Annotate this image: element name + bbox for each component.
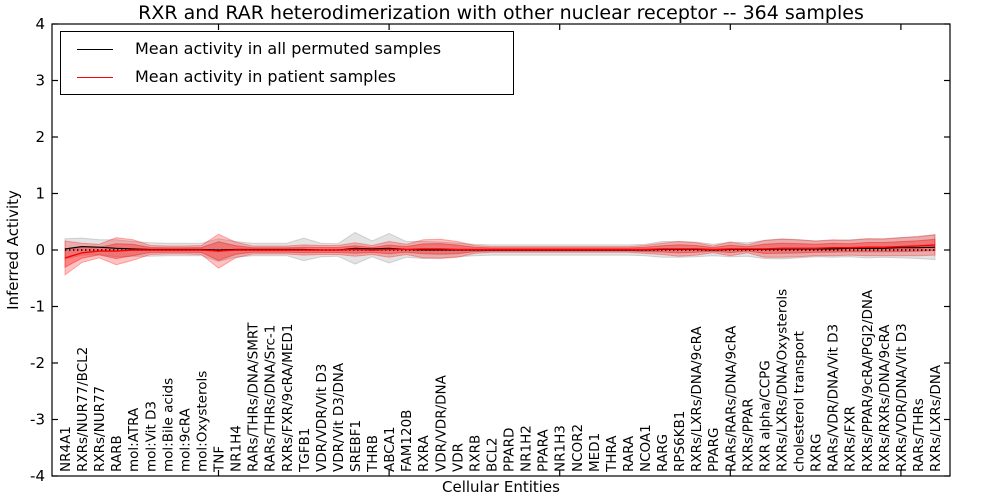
x-category-label: mol:9cRA — [177, 407, 193, 472]
y-tick-label: -4 — [30, 467, 45, 485]
x-category-label: ABCA1 — [382, 426, 398, 472]
patient-band-outer — [64, 233, 936, 276]
x-category-label: THRB — [365, 435, 381, 473]
chart-title: RXR and RAR heterodimerization with othe… — [138, 2, 864, 24]
x-category-label: RARs/THRs/DNA/Src-1 — [263, 325, 279, 472]
x-category-label: RXRs/VDR/DNA/Vit D3 — [894, 323, 910, 472]
x-category-label: RXRs/LXRs/DNA — [928, 364, 944, 472]
y-tick-label: 3 — [35, 72, 45, 90]
y-tick-label: 1 — [35, 185, 45, 203]
x-category-label: VDR/Vit D3/DNA — [331, 362, 347, 472]
x-category-label: SREBF1 — [348, 420, 364, 472]
x-category-label: RXRA — [416, 435, 432, 472]
y-tick-label: -3 — [30, 411, 45, 429]
x-axis-label: Cellular Entities — [442, 478, 560, 496]
x-category-label: RXRG — [809, 434, 825, 472]
x-category-label: RXRs/FXR — [843, 406, 859, 472]
x-category-label: RARs/THRs — [911, 398, 927, 472]
x-category-label: NCOA1 — [638, 424, 654, 472]
x-category-label: PPARG — [706, 428, 722, 473]
y-tick-label: 2 — [35, 128, 45, 146]
x-category-label: RXRs/LXRs/DNA/Oxysterols — [775, 289, 791, 472]
legend-label-patient: Mean activity in patient samples — [135, 67, 396, 86]
x-category-label: mol:ATRA — [126, 407, 142, 472]
legend-label-permuted: Mean activity in all permuted samples — [135, 39, 442, 58]
x-category-label: RARs/VDR/DNA/Vit D3 — [826, 324, 842, 472]
x-category-label: cholesterol transport — [792, 331, 808, 472]
y-axis-label: Inferred Activity — [4, 190, 22, 310]
x-category-label: RPS6KB1 — [672, 411, 688, 472]
y-tick-label: -1 — [30, 298, 45, 316]
patient-mean-line — [64, 244, 936, 259]
x-category-label: FAM120B — [399, 410, 415, 472]
x-category-label: VDR/VDR/Vit D3 — [314, 364, 330, 472]
x-category-label: RARs/RARs/DNA/9cRA — [723, 325, 739, 472]
x-category-label: mol:Bile acids — [160, 378, 176, 472]
x-category-label: RXRs/PPAR — [740, 398, 756, 472]
x-category-label: mol:Vit D3 — [143, 401, 159, 472]
x-category-label: RARA — [621, 435, 637, 472]
x-category-label: PPARA — [536, 429, 552, 472]
x-category-label: VDR — [450, 443, 466, 472]
x-category-label: RXRs/NUR77/BCL2 — [75, 347, 91, 472]
legend-entry-permuted: Mean activity in all permuted samples — [61, 36, 513, 62]
x-category-label: THRA — [604, 435, 620, 473]
x-category-label: RXRs/NUR77 — [92, 386, 108, 472]
x-category-label: RARG — [655, 434, 671, 472]
legend: Mean activity in all permuted samples Me… — [60, 31, 514, 95]
x-category-label: NR1H3 — [553, 425, 569, 472]
y-tick-label: -2 — [30, 354, 45, 372]
x-category-label: NR4A1 — [58, 426, 74, 472]
x-category-label: RARB — [109, 435, 125, 472]
legend-entry-patient: Mean activity in patient samples — [61, 64, 513, 90]
permuted-band — [64, 231, 936, 265]
x-category-label: RXRs/PPAR/9cRA/PGJ2/DNA — [860, 289, 876, 472]
permuted-line-sample — [77, 48, 113, 50]
patient-band-inner — [64, 238, 936, 269]
x-category-label: MED1 — [587, 433, 603, 472]
x-category-label: TNF — [212, 446, 228, 473]
x-category-label: RXRs/FXR/9cRA/MED1 — [280, 324, 296, 472]
y-tick-label: 0 — [35, 241, 45, 259]
x-category-label: mol:Oxysterols — [195, 371, 211, 472]
x-category-label: NR1H2 — [519, 425, 535, 472]
x-category-label: PPARD — [502, 428, 518, 472]
y-tick-label: 4 — [35, 15, 45, 33]
x-category-label: RXRB — [467, 435, 483, 472]
x-category-label: RXR alpha/CCPG — [757, 360, 773, 472]
x-category-label: RARs/THRs/DNA/SMRT — [246, 322, 262, 472]
x-category-label: NR1H4 — [229, 425, 245, 472]
x-category-label: RXRs/LXRs/DNA/9cRA — [689, 326, 705, 472]
x-category-label: TGFB1 — [297, 428, 313, 473]
x-category-label: NCOR2 — [570, 424, 586, 472]
x-category-label: BCL2 — [485, 437, 501, 472]
x-category-label: RXRs/RXRs/DNA/9cRA — [877, 324, 893, 472]
x-category-label: VDR/VDR/DNA — [433, 374, 449, 472]
patient-line-sample — [77, 76, 113, 78]
